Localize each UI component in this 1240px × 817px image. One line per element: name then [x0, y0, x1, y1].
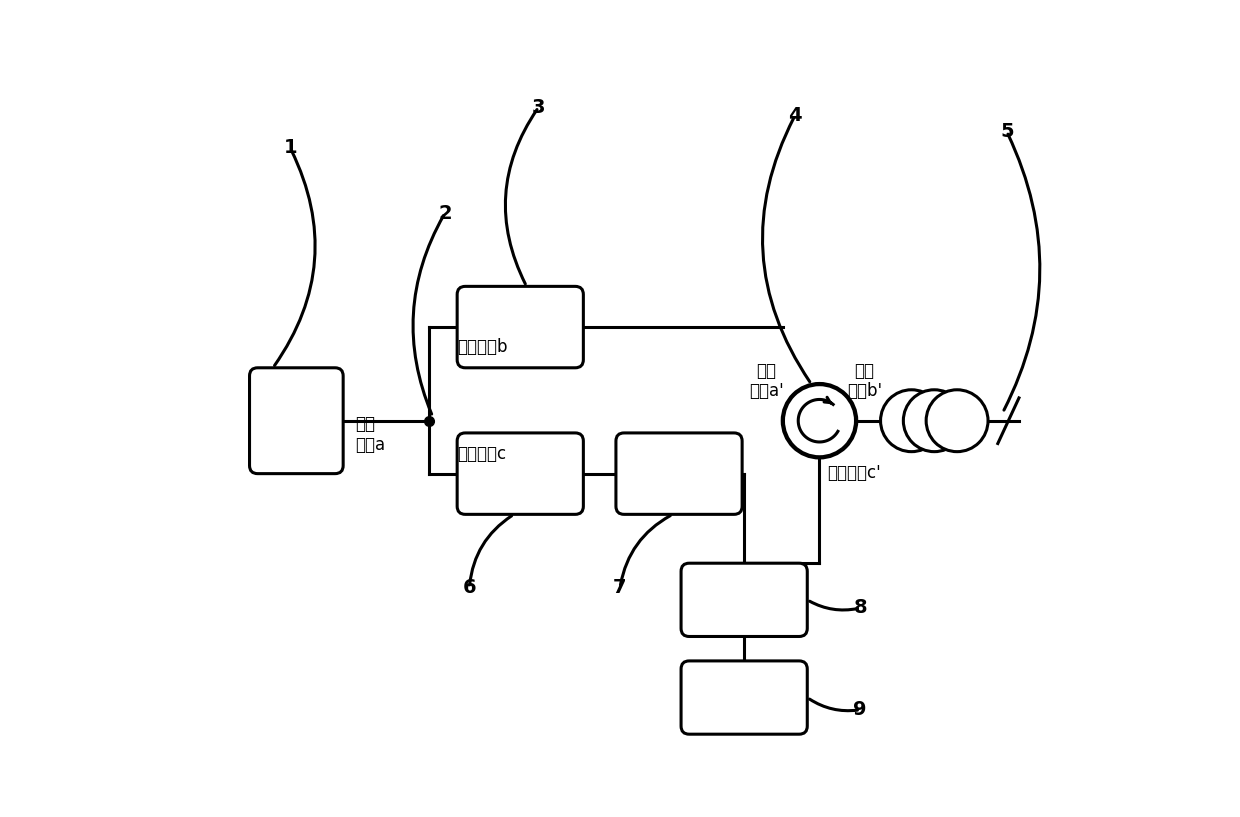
FancyBboxPatch shape [249, 368, 343, 474]
FancyBboxPatch shape [458, 287, 583, 368]
Text: 输出
端口b': 输出 端口b' [847, 362, 882, 400]
Text: 1: 1 [284, 138, 298, 158]
Text: 6: 6 [463, 578, 476, 597]
Text: 输入
端口a': 输入 端口a' [749, 362, 784, 400]
Text: 输入
端口a: 输入 端口a [356, 415, 386, 454]
Text: 4: 4 [789, 106, 802, 125]
Text: 输出端口c: 输出端口c [458, 445, 506, 463]
FancyBboxPatch shape [681, 563, 807, 636]
Circle shape [880, 390, 942, 452]
Circle shape [926, 390, 988, 452]
Text: 9: 9 [853, 700, 867, 719]
FancyBboxPatch shape [681, 661, 807, 734]
Text: 输出端口c': 输出端口c' [827, 464, 882, 482]
Text: 5: 5 [999, 123, 1013, 141]
Text: 2: 2 [438, 203, 451, 222]
Text: 8: 8 [853, 599, 867, 618]
Circle shape [782, 384, 856, 458]
Text: 3: 3 [532, 98, 546, 117]
FancyBboxPatch shape [458, 433, 583, 515]
Text: 输出端口b: 输出端口b [458, 337, 507, 355]
Circle shape [904, 390, 965, 452]
FancyBboxPatch shape [616, 433, 742, 515]
Text: 7: 7 [614, 578, 626, 597]
